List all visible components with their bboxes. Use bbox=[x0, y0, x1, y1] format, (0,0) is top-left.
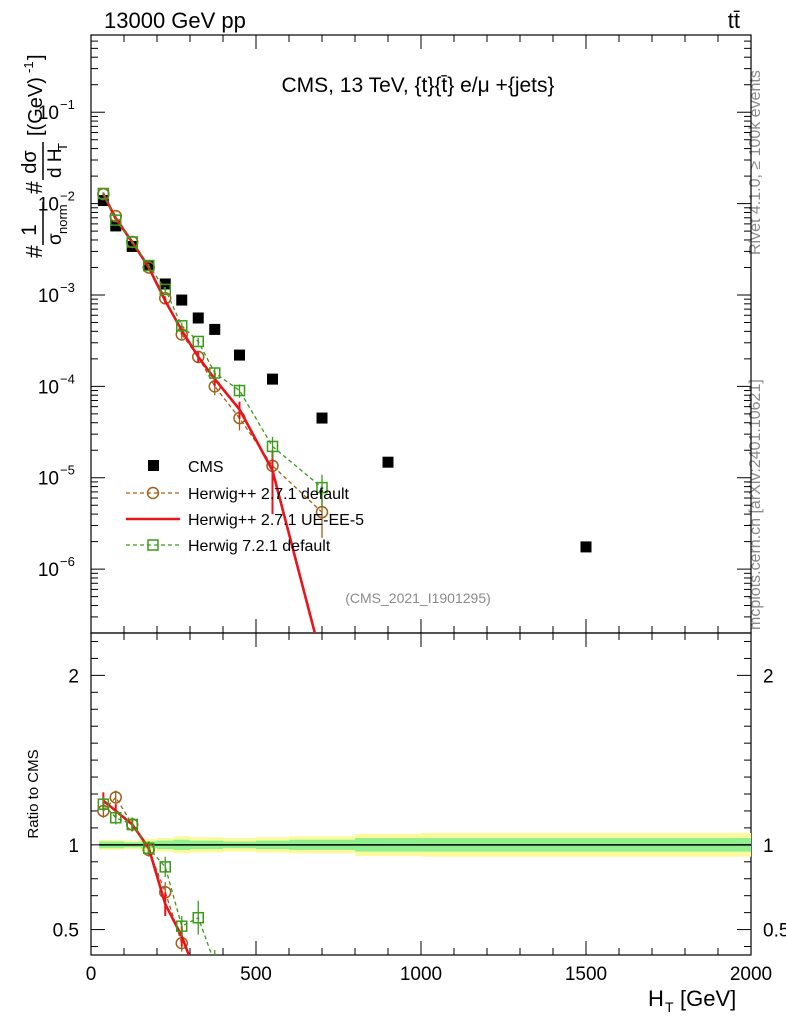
ratio-herwig7-marker bbox=[97, 798, 110, 810]
ratio-uncertainty-band bbox=[99, 832, 751, 857]
y-tick-label-exponent: −4 bbox=[60, 371, 75, 386]
x-tick-label: 2000 bbox=[730, 964, 772, 985]
herwig7-marker bbox=[192, 335, 204, 348]
main-series-layer bbox=[97, 187, 592, 633]
ratio-series-layer bbox=[97, 790, 220, 968]
herwig7-marker bbox=[316, 481, 328, 494]
cms-data-point bbox=[267, 373, 278, 385]
ratio-herwig7-marker bbox=[210, 958, 220, 968]
herwig7-marker bbox=[176, 320, 188, 332]
herwig7-marker bbox=[159, 283, 171, 296]
ratio-plot-frame bbox=[90, 632, 752, 956]
rivet-label: Rivet 4.1.0, ≥ 100k events bbox=[747, 70, 764, 255]
y-tick-label: 10 bbox=[38, 286, 59, 307]
ratio-herwig7-marker bbox=[143, 842, 155, 854]
main-y-axis-label: # 1 σ norm # dσ d H T [(GeV) -1 ] bbox=[18, 54, 70, 258]
herwig7-marker bbox=[110, 214, 122, 226]
cms-data-point bbox=[382, 456, 394, 468]
y-tick-label: 10 bbox=[38, 560, 59, 581]
legend-cms-marker bbox=[148, 460, 159, 471]
y-label-hash-2: # bbox=[21, 181, 47, 194]
y-label-sigma-norm: σ bbox=[45, 233, 66, 245]
herwig7-marker bbox=[233, 384, 246, 397]
series-line bbox=[102, 193, 317, 633]
x-label-h: H bbox=[648, 986, 664, 1011]
y-label-dht: d H bbox=[45, 148, 66, 178]
y-tick-label-exponent: −2 bbox=[60, 189, 75, 204]
mcplots-label: mcplots.cern.ch [arXiv:2401.10621] bbox=[747, 379, 764, 630]
main-x-ticks: 0 500 1000 1500 2000 bbox=[86, 35, 772, 985]
ratio-herwig7-marker bbox=[192, 911, 204, 924]
ratio-herwig7-marker bbox=[159, 861, 171, 873]
x-label-t-sub: T bbox=[665, 999, 674, 1015]
main-y-axis: 10−110−210−310−410−510−6 bbox=[38, 40, 751, 634]
herwig7-marker bbox=[266, 440, 279, 453]
ratio-y-tick-label-left: 0.5 bbox=[53, 921, 79, 942]
legend-herwigpp-default-label: Herwig++ 2.7.1 default bbox=[188, 486, 350, 503]
cms-data-point bbox=[176, 294, 188, 306]
cms-data-point bbox=[316, 412, 328, 424]
ratio-y-tick-label-left: 2 bbox=[68, 666, 79, 687]
ratio-y-tick-label-right: 0.5 bbox=[763, 921, 786, 942]
ratio-axes: 0.5 0.5 1 1 2 2 bbox=[53, 640, 786, 948]
cms-data-point bbox=[209, 323, 221, 335]
ratio-y-tick-label-right: 1 bbox=[763, 836, 774, 857]
legend: CMS Herwig++ 2.7.1 default Herwig++ 2.7.… bbox=[126, 459, 364, 555]
ratio-herwig7-marker bbox=[110, 811, 122, 824]
ratio-series-line bbox=[102, 799, 191, 955]
y-tick-label-exponent: −3 bbox=[60, 280, 75, 295]
analysis-id: (CMS_2021_I1901295) bbox=[345, 590, 491, 606]
energy-label: 13000 GeV pp bbox=[104, 8, 246, 33]
x-tick-label: 500 bbox=[240, 964, 272, 985]
y-tick-label: 10 bbox=[38, 377, 59, 398]
x-tick-label: 0 bbox=[86, 964, 97, 985]
y-label-units-exp: -1 bbox=[21, 61, 36, 73]
ratio-herwig7-marker bbox=[126, 818, 138, 831]
herwig7-marker bbox=[97, 187, 110, 200]
x-tick-label: 1500 bbox=[565, 964, 607, 985]
cms-data-point bbox=[580, 541, 592, 553]
ratio-y-label: Ratio to CMS bbox=[25, 749, 42, 838]
y-label-dsigma: dσ bbox=[19, 150, 41, 174]
y-label-norm-sub: norm bbox=[55, 204, 70, 234]
ratio-herwig7-marker bbox=[176, 920, 188, 932]
y-tick-label-exponent: −1 bbox=[60, 97, 75, 112]
y-label-one: 1 bbox=[18, 224, 41, 236]
legend-herwigpp-ueee5-label: Herwig++ 2.7.1 UE-EE-5 bbox=[188, 512, 364, 529]
chart-title: CMS, 13 TeV, {t}{t̄} e/μ +{jets} bbox=[281, 74, 554, 97]
x-label-units: [GeV] bbox=[680, 986, 736, 1011]
x-tick-label: 1000 bbox=[400, 964, 442, 985]
cms-data-point bbox=[192, 312, 204, 324]
process-label: tt̄ bbox=[728, 8, 740, 33]
y-tick-label-exponent: −6 bbox=[60, 554, 75, 569]
x-axis-label: H T [GeV] bbox=[648, 986, 736, 1015]
ratio-series-line bbox=[102, 803, 213, 955]
y-tick-label-exponent: −5 bbox=[60, 463, 75, 478]
y-tick-label: 10 bbox=[38, 469, 59, 490]
legend-cms-label: CMS bbox=[188, 459, 224, 476]
y-label-units: [(GeV) bbox=[25, 77, 47, 136]
legend-herwigpp-default-marker bbox=[146, 486, 160, 500]
y-label-t-sub: T bbox=[55, 143, 70, 151]
legend-herwig7-label: Herwig 7.2.1 default bbox=[188, 538, 331, 555]
ratio-y-tick-label-left: 1 bbox=[68, 836, 79, 857]
ratio-y-tick-label-right: 2 bbox=[763, 666, 774, 687]
cms-data-point bbox=[110, 220, 122, 232]
y-label-units-close: ] bbox=[25, 54, 47, 60]
ratio-herwigpp-default-marker bbox=[109, 791, 122, 804]
herwig7-marker bbox=[143, 259, 155, 272]
herwig7-marker bbox=[209, 367, 221, 379]
cms-data-point bbox=[234, 349, 245, 361]
y-label-hash-1: # bbox=[21, 245, 47, 258]
legend-herwig7-marker bbox=[147, 539, 159, 551]
y-tick-label: 10 bbox=[38, 103, 59, 124]
herwig7-marker bbox=[126, 236, 138, 248]
cms-data-point bbox=[97, 195, 109, 207]
